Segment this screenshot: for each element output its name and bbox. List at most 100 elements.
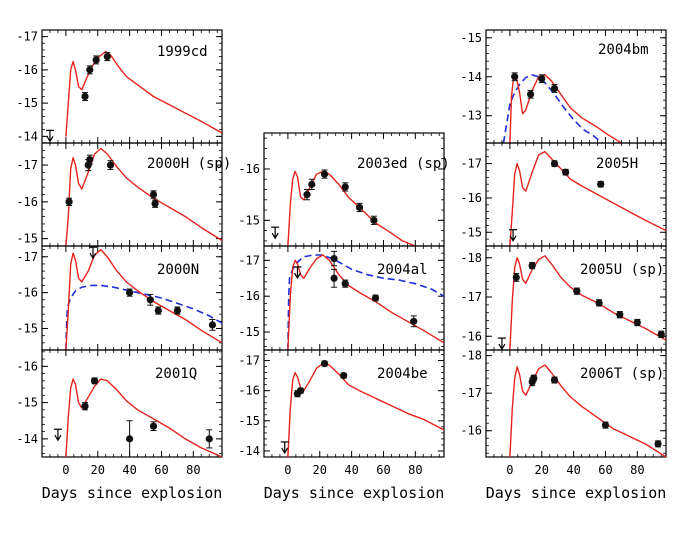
data-point [340, 372, 348, 380]
data-point [527, 90, 535, 98]
upper-limit-arrow-icon [46, 136, 54, 143]
model-curve-red [287, 170, 416, 246]
data-point [320, 170, 329, 178]
panel-frame [263, 132, 445, 247]
y-tick-label: -16 [460, 329, 482, 343]
y-tick-label: -15 [460, 225, 482, 239]
panel-name-2000H: 2000H (sp) [147, 156, 231, 172]
y-tick-label: -17 [460, 386, 482, 400]
data-point [550, 160, 559, 168]
panel-2000n: -17 -16 -15 [16, 245, 223, 351]
data-point [103, 52, 111, 61]
y-tick-label: -16 [16, 195, 38, 209]
data-point [86, 155, 94, 164]
data-point [303, 191, 311, 199]
y-tick-label: -15 [16, 232, 38, 246]
y-tick-label: -14 [238, 444, 260, 458]
x-tick-label: 0 [284, 463, 291, 477]
data-point [341, 183, 349, 191]
model-curve-blue [502, 73, 603, 143]
x-tick-label: 60 [598, 463, 612, 477]
y-tick-label: -14 [16, 432, 38, 446]
data-point [597, 180, 605, 188]
y-tick-label: -17 [16, 30, 38, 44]
x-tick-label: 0 [62, 463, 69, 477]
plot-area [65, 246, 222, 350]
data-point [297, 387, 305, 395]
data-point [86, 66, 94, 74]
data-point [146, 296, 154, 304]
y-tick-label: -15 [16, 96, 38, 110]
data-point [550, 376, 559, 384]
y-tick-label: -13 [460, 109, 482, 123]
upper-limit-arrow-icon [54, 434, 62, 442]
panel-name-2001Q: 2001Q [155, 366, 197, 382]
data-point [654, 440, 662, 448]
x-tick-label: 60 [376, 463, 390, 477]
panel-2001q: -16 -15 -14 [16, 349, 223, 458]
y-tick-label: -16 [16, 286, 38, 300]
data-point [573, 287, 581, 295]
panel-2003edsp: -16 -15 [238, 132, 445, 247]
data-point [595, 299, 603, 307]
x-tick-label: 20 [313, 463, 327, 477]
plot-area [287, 250, 444, 350]
data-point [530, 374, 538, 382]
y-tick-label: -15 [16, 396, 38, 410]
y-tick-label: -15 [238, 414, 260, 428]
data-point [330, 254, 338, 263]
y-tick-label: -17 [238, 253, 260, 267]
panel-name-2005U: 2005U (sp) [580, 262, 664, 278]
panel-name-2004be: 2004be [377, 366, 428, 382]
data-point [81, 402, 89, 410]
upper-limit-arrow-icon [281, 447, 289, 455]
data-point [126, 289, 134, 297]
data-point [65, 198, 73, 206]
model-curve-red [65, 147, 222, 246]
data-point [511, 73, 519, 81]
upper-limit-arrow-icon [293, 272, 301, 280]
panel-2006tsp: -18 -17 -16 [460, 349, 667, 458]
x-tick-label: 80 [630, 463, 644, 477]
y-tick-label: -15 [238, 213, 260, 227]
panel-name-2006T: 2006T (sp) [580, 366, 664, 382]
model-curve-red [509, 364, 666, 457]
y-tick-label: -16 [460, 191, 482, 205]
x-tick-label: 60 [154, 463, 168, 477]
data-point [562, 168, 570, 176]
model-curve-blue [287, 254, 444, 350]
y-tick-label: -16 [16, 359, 38, 373]
x-axis-label: Days since explosion [486, 484, 667, 502]
x-axis-label: Days since explosion [42, 484, 223, 502]
y-tick-label: -15 [460, 31, 482, 45]
panel-2004be: -17 -16 -15 -14 [238, 349, 445, 458]
model-curve-red [65, 248, 222, 350]
data-point [410, 317, 418, 325]
data-point [208, 321, 217, 329]
data-point [616, 311, 624, 319]
y-tick-label: -16 [238, 289, 260, 303]
data-point [355, 203, 364, 212]
y-tick-label: -16 [238, 384, 260, 398]
data-point [149, 422, 158, 430]
data-point [126, 435, 134, 443]
data-point [154, 306, 162, 315]
data-point [173, 306, 181, 315]
data-point [371, 294, 380, 302]
panel-name-2000N: 2000N [157, 262, 199, 278]
data-point [320, 359, 329, 368]
y-tick-label: -17 [460, 157, 482, 171]
model-curve-red [287, 254, 444, 350]
y-tick-label: -16 [460, 424, 482, 438]
data-point [538, 75, 546, 83]
panel-2004bm: -15 -14 -13 [460, 29, 667, 144]
x-tick-label: 40 [566, 463, 580, 477]
data-point [149, 190, 158, 199]
panel-2000hsp: -17 -16 -15 [16, 142, 223, 247]
x-tick-label: 0 [506, 463, 513, 477]
data-point [601, 421, 610, 429]
plot-area [45, 50, 222, 143]
data-point [90, 377, 99, 385]
y-tick-label: -16 [238, 162, 260, 176]
y-tick-label: -16 [16, 63, 38, 77]
